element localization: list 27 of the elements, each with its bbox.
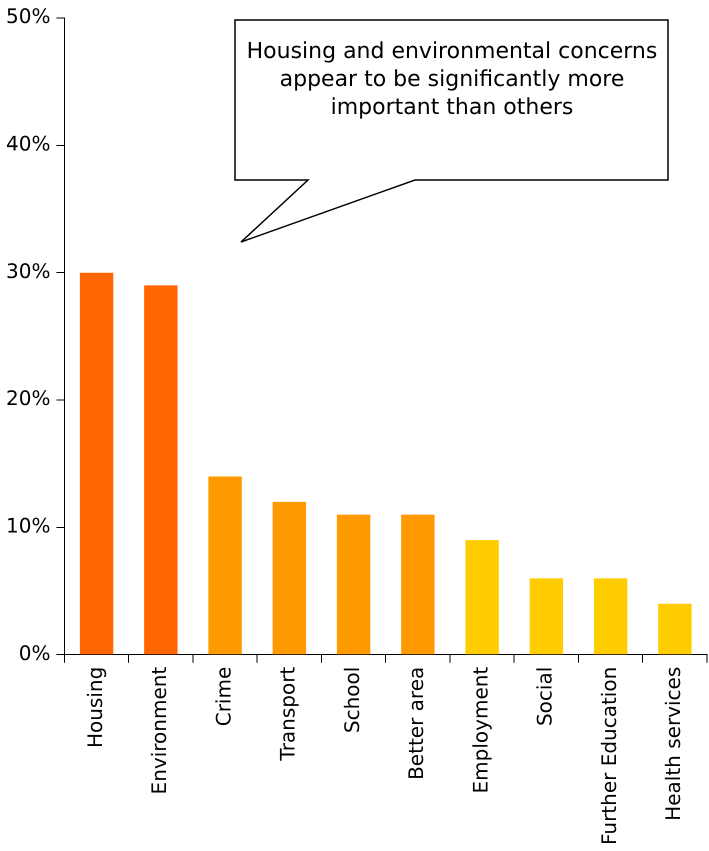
x-tick-label: Better area [404, 666, 428, 780]
bar [208, 476, 242, 654]
y-tick-label: 50% [6, 4, 50, 28]
x-tick-label: Employment [468, 666, 492, 794]
x-tick-label: Housing [82, 666, 107, 748]
bar [80, 272, 114, 654]
bar [594, 578, 628, 654]
bar [530, 578, 564, 654]
bar [401, 514, 435, 654]
x-tick-label: School [340, 666, 364, 734]
y-tick-label: 30% [6, 258, 50, 283]
annotation: Housing and environmental concerns appear to be significantly more important than others [246, 38, 658, 122]
x-tick-label: Further Education [596, 666, 621, 845]
y-tick-label: 40% [6, 132, 50, 156]
y-tick-label: 0% [18, 640, 50, 665]
bar [144, 285, 178, 654]
bar [658, 604, 692, 654]
x-tick-label: Crime [211, 666, 236, 726]
y-tick-label: 20% [6, 386, 50, 410]
x-tick-label: Transport [276, 666, 300, 762]
x-tick-label: Environment [147, 666, 172, 794]
bar [336, 514, 370, 654]
x-tick-label: Health services [661, 666, 686, 821]
x-tick-label: Social [532, 666, 557, 726]
bar [465, 540, 499, 654]
y-tick-label: 10% [6, 514, 50, 538]
bar [272, 502, 306, 654]
